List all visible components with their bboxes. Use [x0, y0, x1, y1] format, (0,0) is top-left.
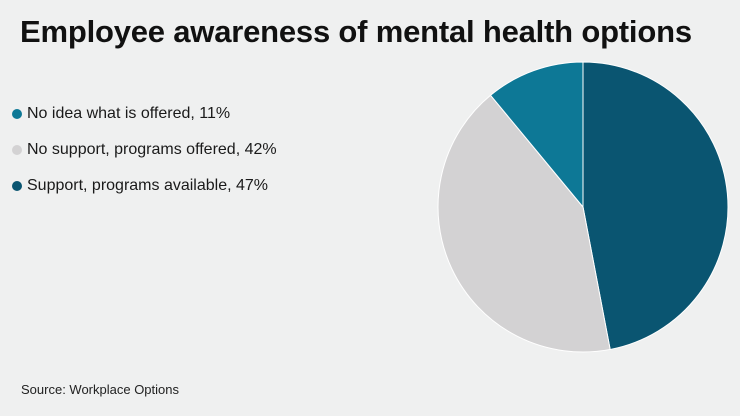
legend-item: No support, programs offered, 42%: [12, 141, 277, 158]
legend-label: Support, programs available, 47%: [27, 176, 269, 194]
pie-slice: [490, 61, 584, 208]
legend-item: No idea what is offered, 11%: [12, 105, 277, 122]
source-note: Source: Workplace Options: [21, 382, 179, 397]
chart-legend: No idea what is offered, 11% No support, …: [12, 105, 277, 213]
pie-slice: [437, 94, 611, 353]
legend-swatch: [12, 180, 22, 191]
legend-swatch: [12, 144, 22, 155]
legend-item: Support, programs available, 47%: [12, 177, 277, 194]
legend-swatch: [12, 108, 22, 119]
chart-title: Employee awareness of mental health opti…: [20, 14, 692, 49]
legend-label: No support, programs offered, 42%: [27, 140, 277, 158]
legend-label: No idea what is offered, 11%: [27, 104, 231, 122]
pie-slice: [582, 61, 729, 350]
